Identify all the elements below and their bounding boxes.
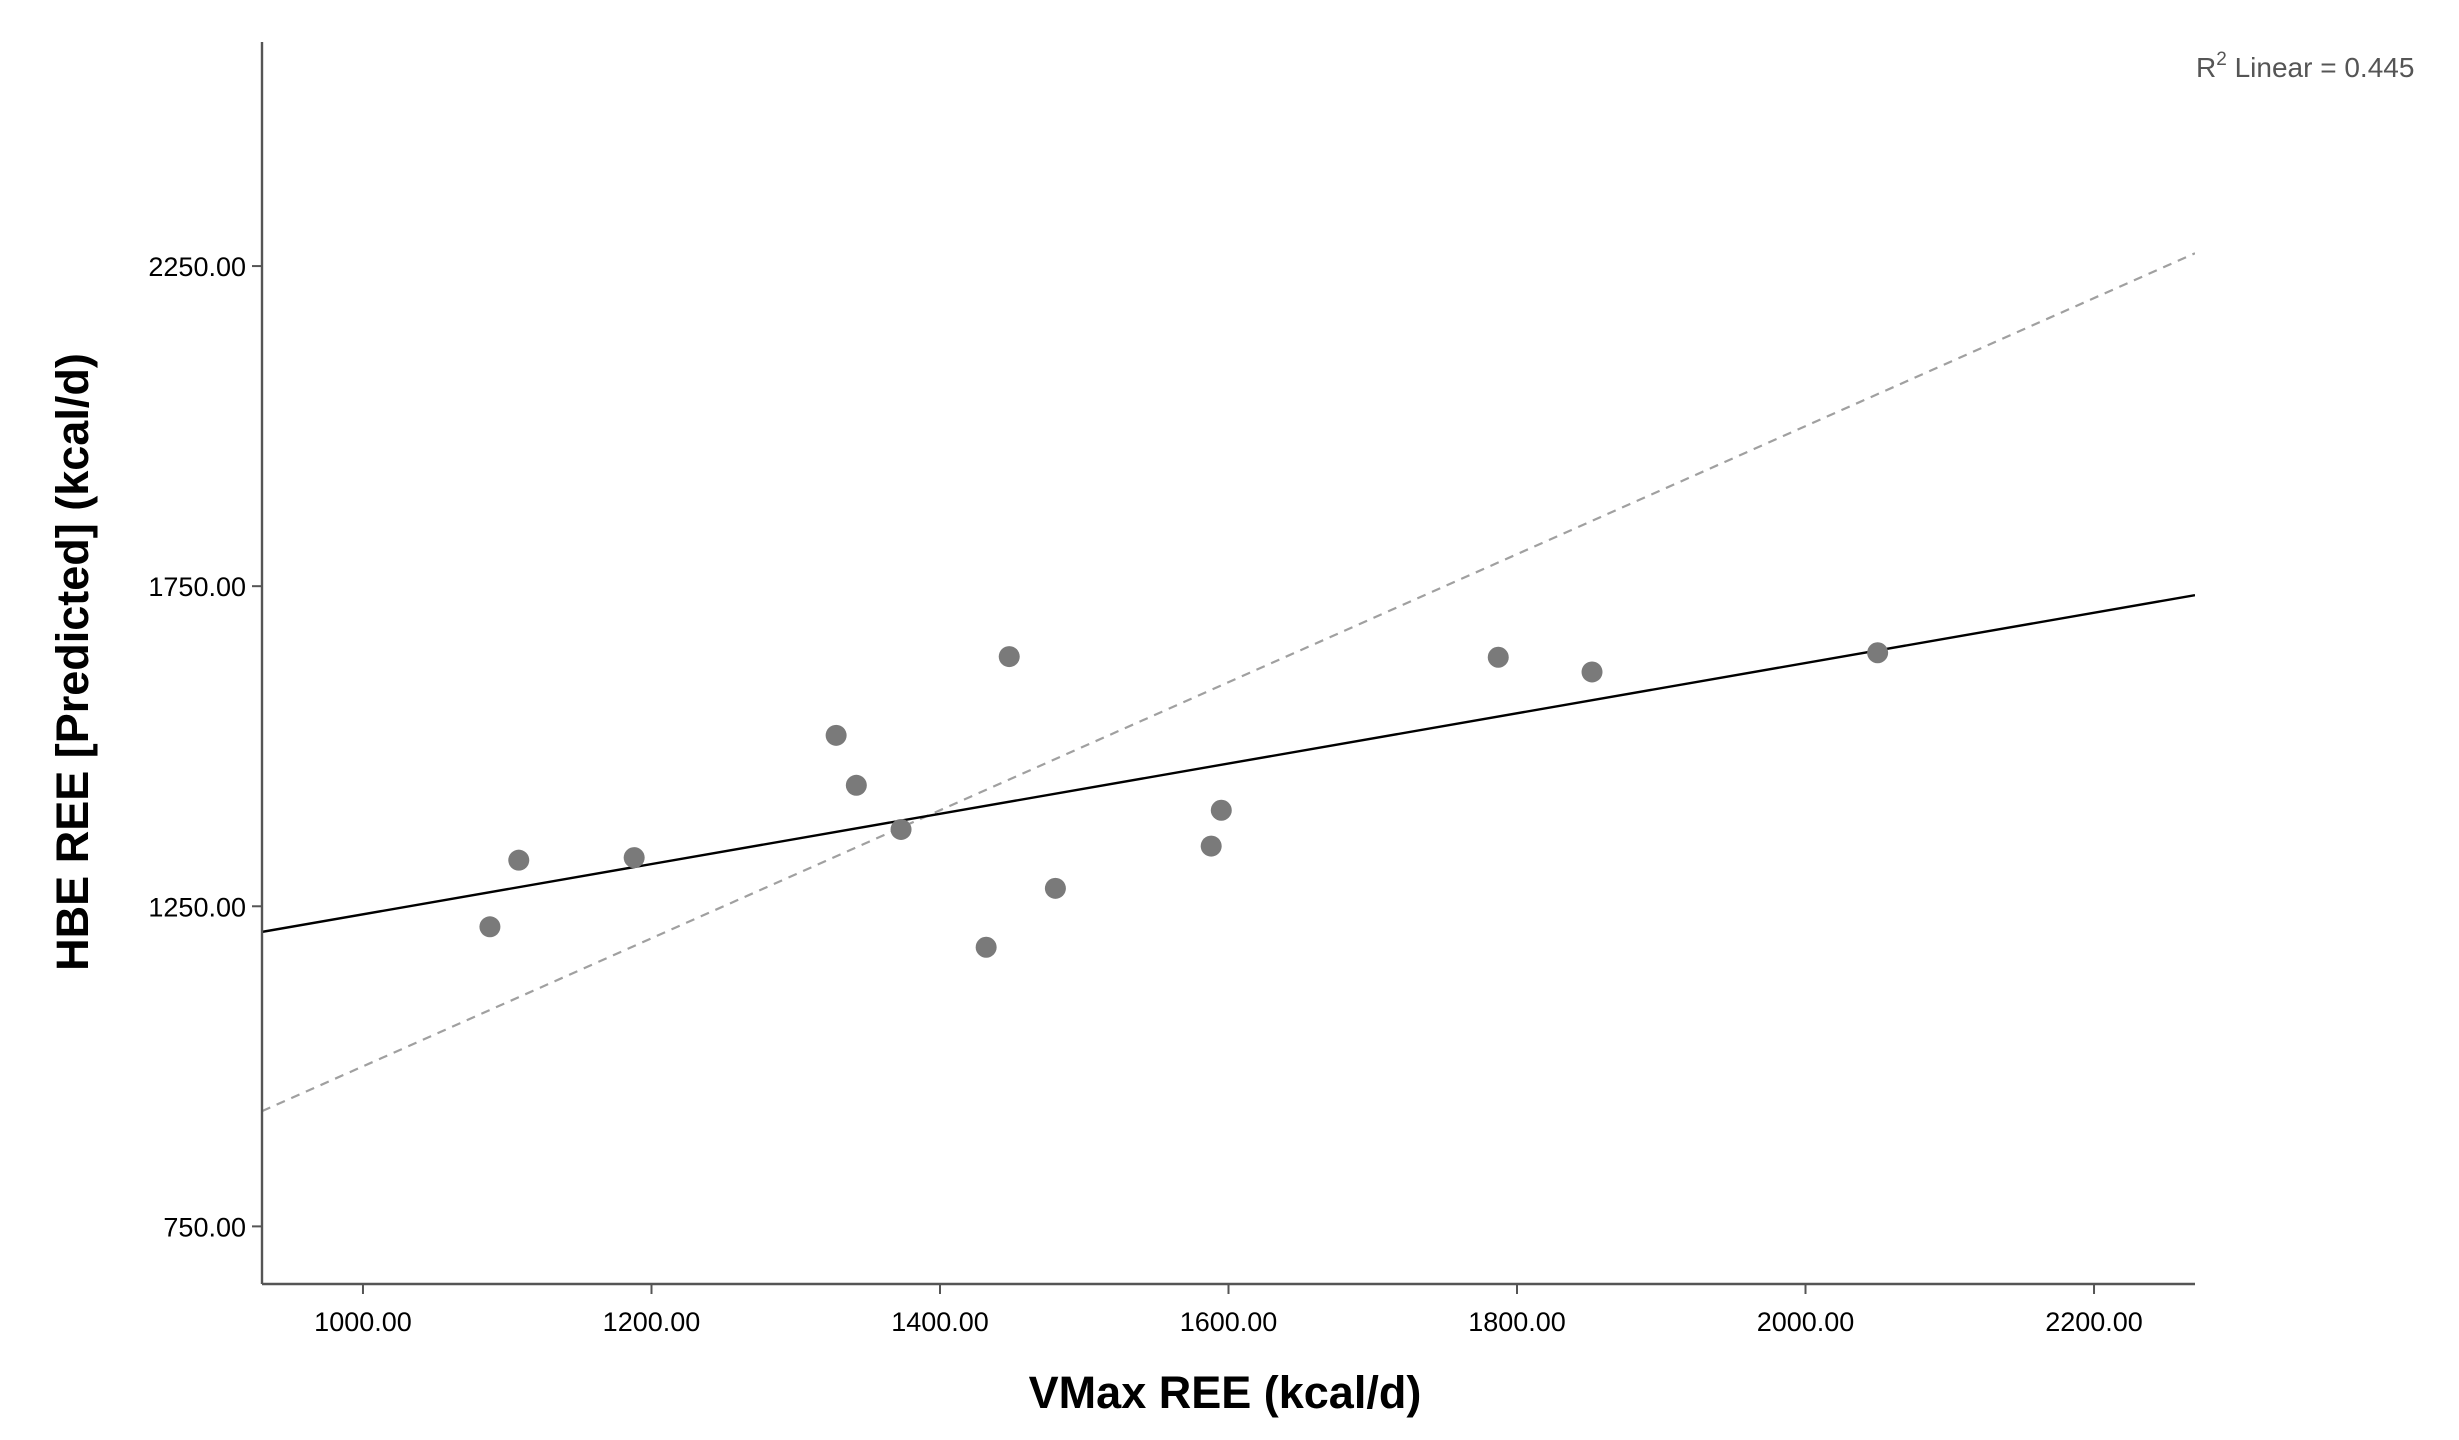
x-axis-title: VMax REE (kcal/d) — [1029, 1367, 1422, 1418]
data-point-12 — [1487, 646, 1509, 668]
y-ticks-layer: 750.00 1250.00 1750.00 2250.00 — [148, 252, 262, 1242]
x-tick-label-4: 1600.00 — [1180, 1307, 1278, 1337]
x-tick-label-5: 1800.00 — [1468, 1307, 1566, 1337]
x-ticks-layer: 1000.00 1200.00 1400.00 1600.00 1800.00 2000.… — [314, 1284, 2143, 1337]
x-tick-label-3: 1400.00 — [891, 1307, 989, 1337]
y-axis-title: HBE REE [Predicted] (kcal/d) — [47, 353, 98, 971]
data-point-10 — [1200, 835, 1222, 857]
data-point-6 — [890, 818, 912, 840]
data-point-9 — [1044, 877, 1066, 899]
y-tick-label-2: 1250.00 — [148, 892, 246, 922]
y-tick-label-4: 2250.00 — [148, 252, 246, 282]
points-layer — [479, 642, 1889, 958]
data-point-2 — [508, 849, 530, 871]
y-tick-label-3: 1750.00 — [148, 572, 246, 602]
r2-superscript: 2 — [2216, 49, 2227, 70]
data-point-8 — [998, 646, 1020, 668]
y-tick-label-1: 750.00 — [163, 1212, 246, 1242]
x-tick-label-7: 2200.00 — [2045, 1307, 2143, 1337]
data-point-4 — [825, 724, 847, 746]
data-point-7 — [975, 936, 997, 958]
reference-line-layer — [262, 252, 2195, 1113]
reference-line — [262, 252, 2195, 1113]
data-point-1 — [479, 916, 501, 938]
axes-layer — [260, 42, 2195, 1286]
x-tick-label-2: 1200.00 — [603, 1307, 701, 1337]
fit-line-layer — [262, 593, 2195, 934]
data-point-14 — [1867, 642, 1889, 664]
data-point-5 — [845, 774, 867, 796]
data-point-11 — [1210, 799, 1232, 821]
fit-line — [262, 593, 2195, 934]
data-point-13 — [1581, 661, 1603, 683]
r2-prefix: R — [2196, 52, 2216, 83]
r2-value-text: Linear = 0.445 — [2227, 52, 2415, 83]
data-point-3 — [623, 847, 645, 869]
x-tick-label-1: 1000.00 — [314, 1307, 412, 1337]
x-tick-label-6: 2000.00 — [1757, 1307, 1855, 1337]
r-squared-annotation: R2 Linear = 0.445 — [2196, 49, 2414, 83]
